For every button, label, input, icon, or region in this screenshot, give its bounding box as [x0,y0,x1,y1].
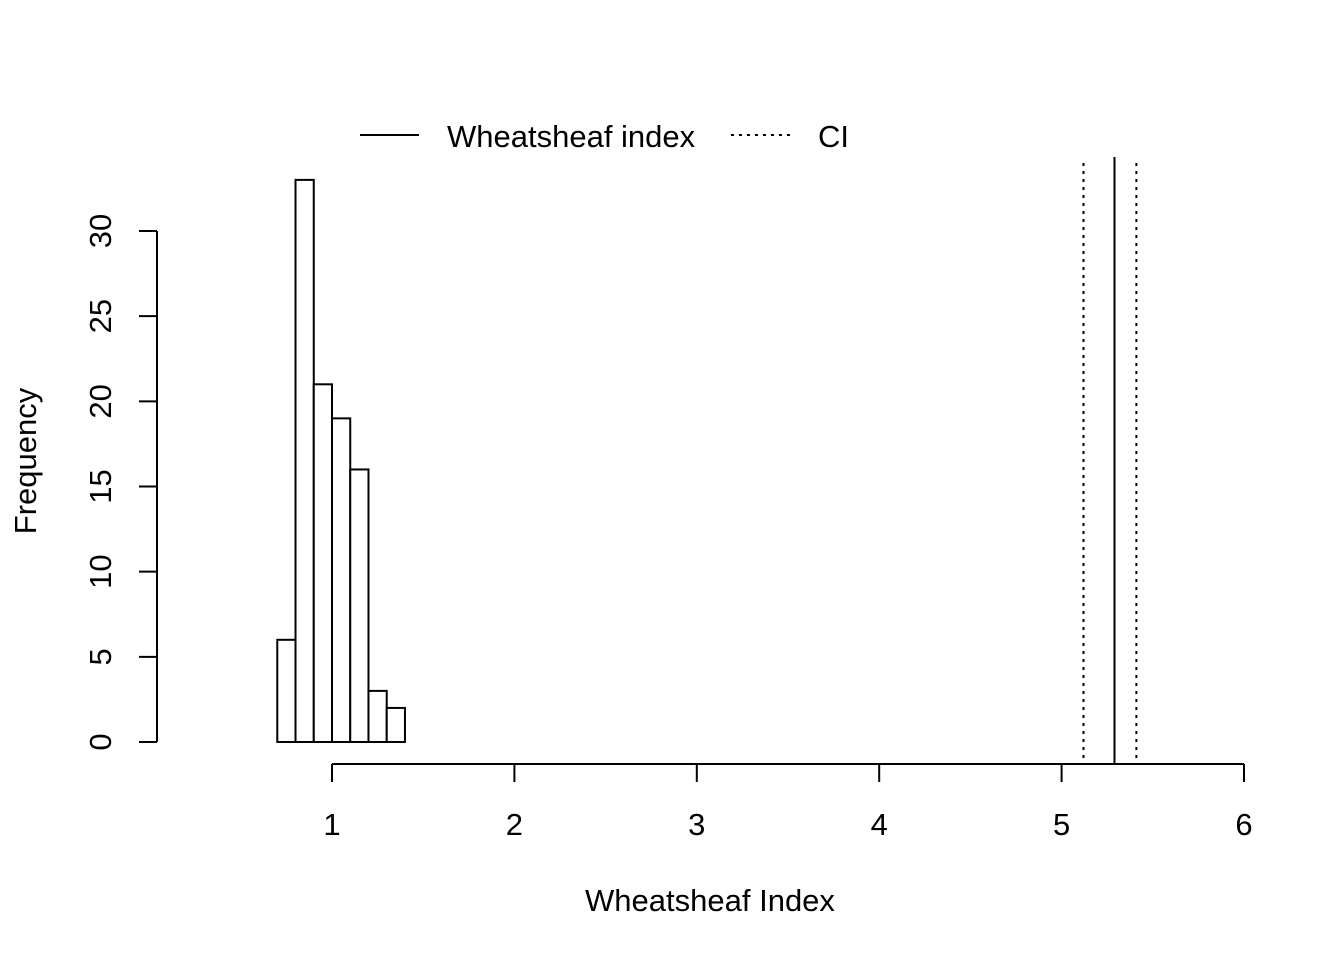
x-tick-label: 2 [506,807,523,842]
y-tick-label: 0 [83,733,118,750]
legend-label-wheatsheaf-index: Wheatsheaf index [447,119,696,154]
legend-label-ci: CI [818,119,849,154]
histogram-bar [367,689,388,744]
histogram-bar [276,638,297,743]
y-tick-label: 20 [83,384,118,418]
x-tick-label: 1 [323,807,340,842]
reference-lines [1082,157,1138,764]
x-tick-label: 3 [688,807,705,842]
histogram-bar [294,178,315,743]
y-tick-label: 25 [83,299,118,333]
bars [276,178,406,744]
x-tick-label: 4 [871,807,888,842]
histogram-bar [312,383,334,743]
y-axis-label: Frequency [8,387,43,534]
histogram-bar [331,417,352,743]
y-tick-label: 5 [83,648,118,665]
x-axis-label: Wheatsheaf Index [585,883,835,918]
histogram-bar [349,468,370,743]
y-tick-label: 30 [83,214,118,248]
y-tick-label: 15 [83,469,118,503]
x-axis: 1 2 3 4 5 6 [323,763,1253,842]
x-tick-label: 5 [1053,807,1070,842]
histogram-bar [385,706,406,744]
y-tick-label: 10 [83,554,118,588]
legend: Wheatsheaf index CI [360,119,849,154]
x-tick-label: 6 [1235,807,1252,842]
y-axis: 0 5 10 15 20 25 30 [83,214,158,751]
